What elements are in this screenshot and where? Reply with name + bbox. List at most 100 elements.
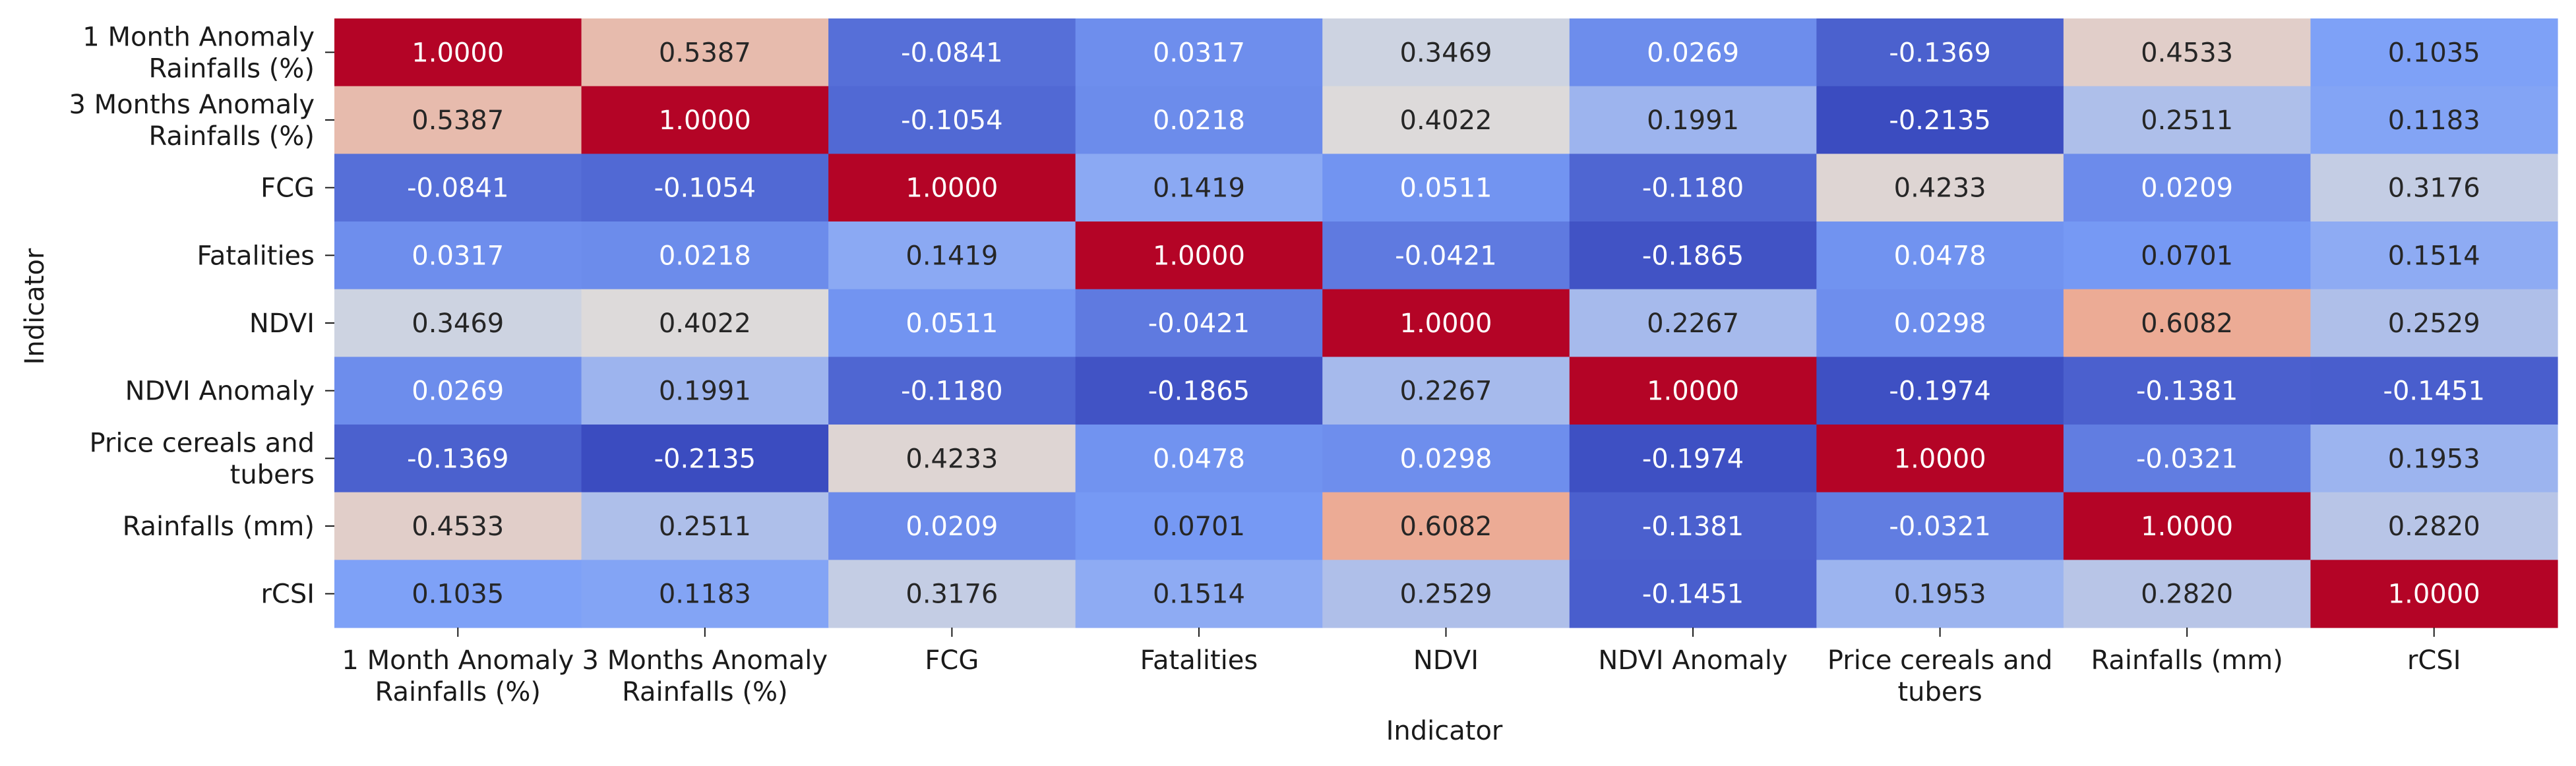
y-tick-label: FCG <box>261 173 315 204</box>
cell-value-label: -0.1369 <box>407 444 508 474</box>
y-axis-ticks: 1 Month Anomaly Rainfalls (%)3 Months Ano… <box>69 22 334 610</box>
cell-value-label: 0.2511 <box>659 512 751 542</box>
cell-value-label: -0.1865 <box>1148 376 1250 407</box>
cell-value-label: 0.3176 <box>905 579 998 610</box>
heatmap-cell <box>1075 289 1323 357</box>
heatmap-cell <box>1569 425 1817 493</box>
cell-value-label: 1.0000 <box>412 38 504 68</box>
heatmap-cell <box>828 86 1076 154</box>
cell-value-label: -0.0841 <box>407 173 508 204</box>
heatmap-cell <box>828 560 1076 628</box>
cell-value-label: 0.1419 <box>905 241 998 271</box>
heatmap-cell <box>334 18 582 87</box>
cell-value-label: 0.2267 <box>1400 376 1492 407</box>
heatmap-cell <box>334 221 582 290</box>
heatmap-cell <box>1322 560 1570 628</box>
cell-value-label: 0.1991 <box>659 376 751 407</box>
cell-value-label: 0.2511 <box>2141 105 2233 136</box>
cell-value-label: -0.1180 <box>901 376 1002 407</box>
cell-value-label: 0.0218 <box>659 241 751 271</box>
heatmap-cell <box>2310 18 2558 87</box>
heatmap-cell <box>1075 560 1323 628</box>
heatmap-cell <box>1569 86 1817 154</box>
x-tick-label: Fatalities <box>1140 645 1258 676</box>
y-tick-label: Price cereals and tubers <box>89 428 315 490</box>
cell-value-label: -0.1865 <box>1642 241 1744 271</box>
cell-value-label: 0.0511 <box>1400 173 1492 204</box>
y-tick-label: NDVI <box>249 309 315 339</box>
heatmap-cell <box>2063 18 2312 87</box>
heatmap-cell <box>581 560 829 628</box>
heatmap-cell <box>828 18 1076 87</box>
x-tick-label: rCSI <box>2407 645 2461 676</box>
heatmap-cell <box>828 221 1076 290</box>
heatmap-cell <box>1322 289 1570 357</box>
cell-value-label: 0.4022 <box>1400 105 1492 136</box>
heatmap-cell <box>1322 154 1570 222</box>
cell-value-label: 0.1991 <box>1647 105 1739 136</box>
cell-value-label: 1.0000 <box>2141 512 2233 542</box>
heatmap-cell <box>2310 221 2558 290</box>
cell-value-label: 0.3176 <box>2388 173 2480 204</box>
x-tick-label: Price cereals and tubers <box>1827 645 2053 707</box>
heatmap-cell <box>1569 154 1817 222</box>
cell-value-label: 0.0478 <box>1894 241 1986 271</box>
cell-value-label: -0.0841 <box>901 38 1002 68</box>
heatmap-cell <box>2310 425 2558 493</box>
cell-value-label: 0.3469 <box>1400 38 1492 68</box>
cell-value-label: 0.0478 <box>1153 444 1245 474</box>
heatmap-cell <box>828 154 1076 222</box>
cell-value-label: 0.0298 <box>1400 444 1492 474</box>
heatmap-cell <box>2063 86 2312 154</box>
cell-value-label: 0.0269 <box>1647 38 1739 68</box>
cell-value-label: 0.1035 <box>412 579 504 610</box>
heatmap-cell <box>334 154 582 222</box>
cell-value-label: 0.1183 <box>2388 105 2480 136</box>
heatmap-cell <box>1322 492 1570 560</box>
y-tick-label: Fatalities <box>197 241 315 271</box>
cell-value-label: -0.1451 <box>1642 579 1744 610</box>
x-tick-label: NDVI Anomaly <box>1598 645 1787 676</box>
heatmap-cell <box>581 492 829 560</box>
heatmap-cell <box>828 492 1076 560</box>
heatmap-cell <box>581 154 829 222</box>
cell-value-label: 0.1183 <box>659 579 751 610</box>
y-tick-label: rCSI <box>261 579 315 610</box>
cell-value-label: -0.1180 <box>1642 173 1744 204</box>
heatmap-cell <box>581 425 829 493</box>
x-tick-label: 1 Month Anomaly Rainfalls (%) <box>342 645 574 707</box>
heatmap-cell <box>581 289 829 357</box>
cell-value-label: 0.0298 <box>1894 309 1986 339</box>
cell-value-label: 0.1953 <box>2388 444 2480 474</box>
heatmap-cell <box>2063 221 2312 290</box>
heatmap-cell <box>1816 86 2064 154</box>
cell-value-label: 1.0000 <box>1647 376 1739 407</box>
cell-value-label: 0.0317 <box>412 241 504 271</box>
cell-value-label: 0.0209 <box>905 512 998 542</box>
heatmap-value-labels: 1.0000 0.5387 -0.0841 0.0317 0.3469 0.0269 -0.… <box>407 38 2485 609</box>
cell-value-label: -0.0421 <box>1148 309 1250 339</box>
heatmap-cell <box>1075 154 1323 222</box>
cell-value-label: 0.2820 <box>2388 512 2480 542</box>
cell-value-label: -0.0421 <box>1395 241 1496 271</box>
heatmap-cell <box>1322 86 1570 154</box>
y-tick-label: NDVI Anomaly <box>125 376 315 407</box>
heatmap-cell <box>1569 492 1817 560</box>
heatmap-cell <box>2310 492 2558 560</box>
x-tick-label: FCG <box>925 645 979 676</box>
heatmap-cell <box>2063 154 2312 222</box>
cell-value-label: -0.1974 <box>1889 376 1990 407</box>
cell-value-label: 0.0209 <box>2141 173 2233 204</box>
heatmap-cell <box>1816 18 2064 87</box>
cell-value-label: 0.1514 <box>2388 241 2480 271</box>
heatmap-cell <box>2063 492 2312 560</box>
cell-value-label: 0.0218 <box>1153 105 1245 136</box>
heatmap-cell <box>1322 221 1570 290</box>
cell-value-label: 0.6082 <box>1400 512 1492 542</box>
heatmap-cell <box>2063 425 2312 493</box>
heatmap-cell <box>828 425 1076 493</box>
cell-value-label: 1.0000 <box>905 173 998 204</box>
heatmap-cell <box>2310 289 2558 357</box>
x-axis-ticks: 1 Month Anomaly Rainfalls (%)3 Months Ano… <box>342 628 2461 707</box>
heatmap-cell <box>334 425 582 493</box>
